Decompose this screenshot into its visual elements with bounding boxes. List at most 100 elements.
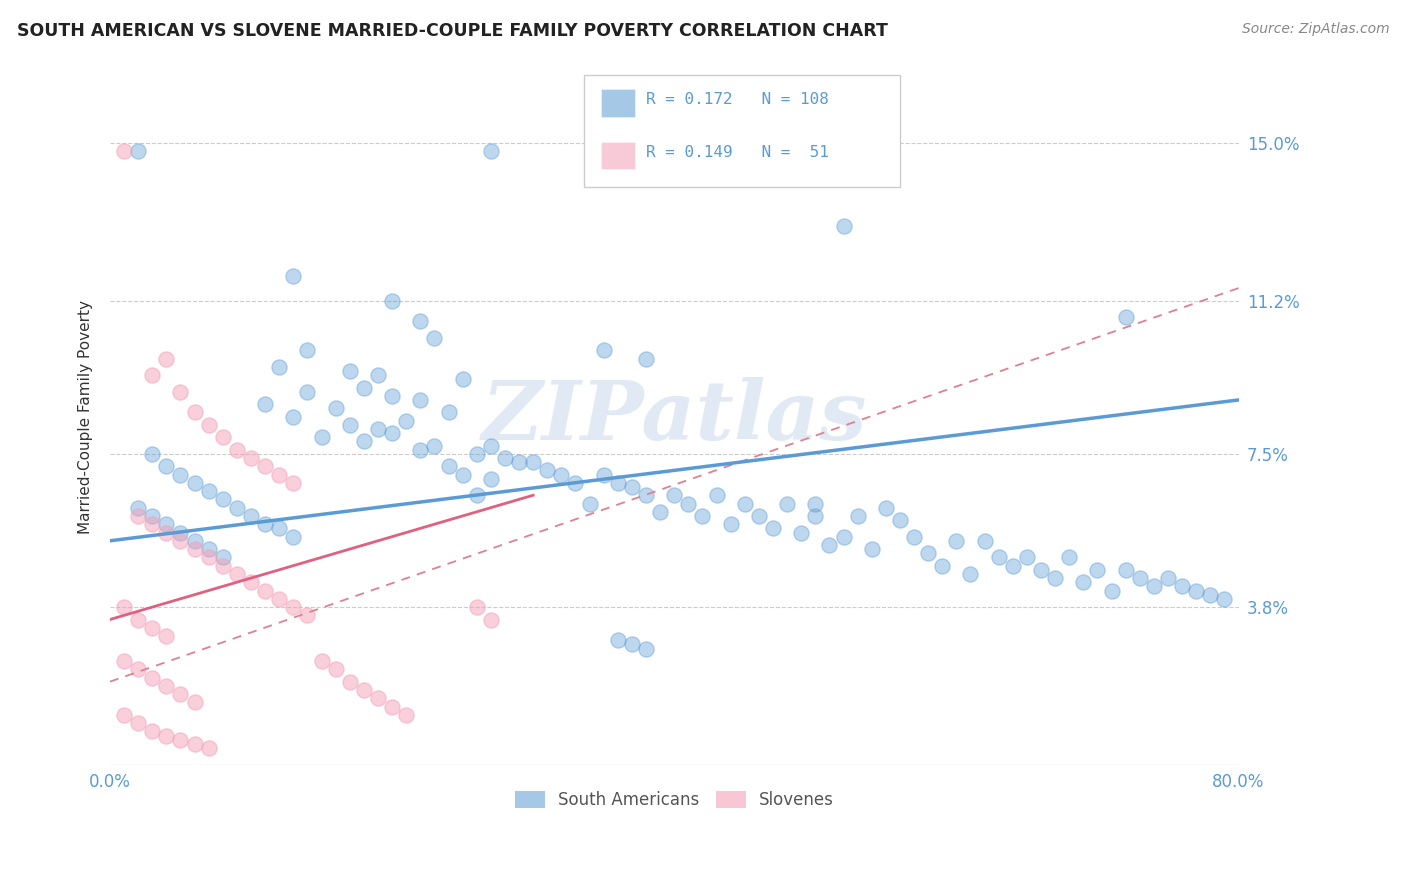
Point [692, 508, 714, 523]
Point [1001, 558, 1024, 573]
Point [706, 488, 728, 502]
Point [762, 521, 785, 535]
Point [283, 530, 305, 544]
Point [269, 359, 291, 374]
Point [297, 384, 319, 399]
Point [678, 496, 700, 510]
Point [353, 434, 375, 449]
Point [240, 575, 263, 590]
Point [494, 450, 516, 465]
Point [127, 613, 149, 627]
Point [169, 687, 191, 701]
Point [169, 533, 191, 548]
Point [283, 268, 305, 283]
FancyBboxPatch shape [600, 89, 634, 117]
Point [945, 533, 967, 548]
Point [211, 558, 233, 573]
Point [169, 384, 191, 399]
Point [155, 517, 177, 532]
Point [141, 671, 163, 685]
Point [889, 513, 911, 527]
Point [1073, 575, 1095, 590]
Point [353, 682, 375, 697]
Point [395, 414, 418, 428]
Point [479, 145, 502, 159]
Point [437, 405, 460, 419]
Legend: South Americans, Slovenes: South Americans, Slovenes [508, 784, 841, 815]
Point [211, 550, 233, 565]
Point [197, 740, 219, 755]
Point [197, 417, 219, 432]
Point [634, 488, 657, 502]
Point [254, 459, 277, 474]
Point [367, 691, 389, 706]
Point [169, 732, 191, 747]
Point [339, 674, 361, 689]
Point [437, 459, 460, 474]
Y-axis label: Married-Couple Family Poverty: Married-Couple Family Poverty [79, 300, 93, 533]
Point [155, 459, 177, 474]
Point [183, 737, 205, 751]
Point [325, 401, 347, 416]
Point [367, 368, 389, 383]
Point [959, 566, 981, 581]
Point [1185, 583, 1208, 598]
Point [381, 699, 404, 714]
Point [734, 496, 756, 510]
Point [395, 707, 418, 722]
Point [155, 351, 177, 366]
Point [269, 591, 291, 606]
Point [127, 500, 149, 515]
Point [381, 426, 404, 441]
Point [664, 488, 686, 502]
Point [169, 525, 191, 540]
Point [578, 496, 600, 510]
Point [917, 546, 939, 560]
Point [832, 219, 855, 233]
Point [465, 447, 488, 461]
Point [1171, 579, 1194, 593]
Point [973, 533, 995, 548]
Point [381, 293, 404, 308]
Point [479, 472, 502, 486]
Point [183, 475, 205, 490]
Point [409, 392, 432, 407]
Point [423, 331, 446, 345]
Point [875, 500, 897, 515]
Text: ZIPatlas: ZIPatlas [481, 376, 868, 457]
Point [634, 351, 657, 366]
Point [720, 517, 742, 532]
Point [564, 475, 586, 490]
Point [650, 505, 672, 519]
Point [141, 621, 163, 635]
Point [141, 447, 163, 461]
Point [1015, 550, 1038, 565]
Point [240, 450, 263, 465]
Point [550, 467, 572, 482]
Point [465, 488, 488, 502]
Point [311, 654, 333, 668]
Point [1143, 579, 1166, 593]
Point [620, 637, 643, 651]
Point [112, 600, 135, 615]
Point [297, 608, 319, 623]
Point [141, 368, 163, 383]
Point [465, 600, 488, 615]
Point [169, 467, 191, 482]
Point [1115, 563, 1137, 577]
Point [776, 496, 799, 510]
Point [790, 525, 813, 540]
Point [311, 430, 333, 444]
Point [254, 517, 277, 532]
Text: R = 0.172   N = 108: R = 0.172 N = 108 [645, 93, 830, 107]
Point [339, 364, 361, 378]
Point [804, 508, 827, 523]
FancyBboxPatch shape [600, 142, 634, 169]
Point [297, 343, 319, 358]
Point [620, 480, 643, 494]
Point [1157, 571, 1180, 585]
Point [522, 455, 544, 469]
Point [112, 145, 135, 159]
Point [479, 613, 502, 627]
Point [183, 542, 205, 557]
